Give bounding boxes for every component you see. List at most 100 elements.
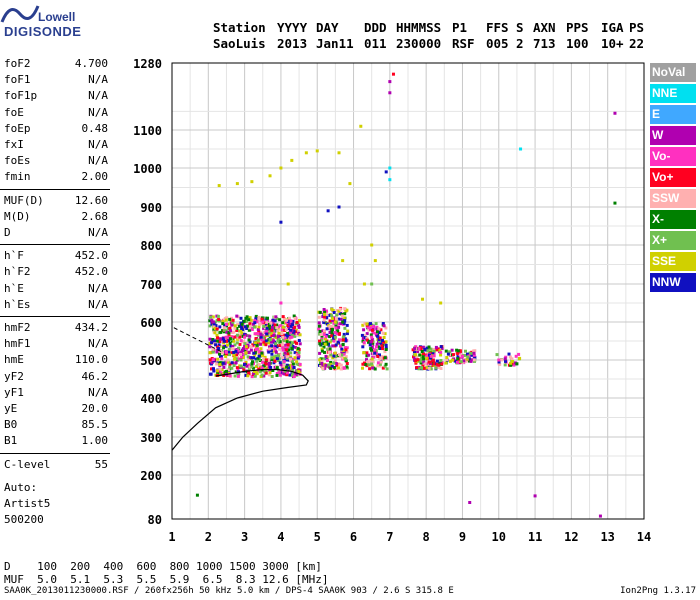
- echo-point: [209, 372, 213, 376]
- echo-point: [293, 325, 297, 329]
- echo-point: [255, 320, 259, 324]
- echo-point: [414, 359, 418, 363]
- echo-point: [276, 359, 280, 362]
- echo-point: [294, 330, 298, 334]
- echo-point: [266, 359, 270, 362]
- echo-point: [376, 361, 380, 365]
- echo-point: [287, 316, 291, 320]
- echo-point: [221, 322, 225, 326]
- x-tick-label: 13: [600, 530, 614, 544]
- echo-point: [235, 341, 239, 345]
- echo-point: [254, 347, 258, 351]
- echo-point: [374, 322, 378, 326]
- echo-point: [383, 356, 387, 360]
- param-value: N/A: [88, 226, 108, 239]
- echo-point: [422, 352, 425, 356]
- param-key: hmF1: [4, 337, 31, 351]
- echo-point: [268, 369, 272, 372]
- echo-point: [216, 314, 220, 318]
- header-value-3: 011: [364, 36, 387, 51]
- echo-point: [228, 353, 231, 357]
- echo-point: [376, 355, 380, 358]
- echo-point: [375, 342, 379, 346]
- echo-point: [276, 329, 280, 333]
- echo-point: [318, 342, 322, 346]
- software-version: Ion2Png 1.3.17: [620, 586, 696, 596]
- echo-point: [336, 329, 340, 333]
- electron-density-profile: [171, 368, 309, 451]
- echo-point: [290, 341, 294, 345]
- echo-point: [318, 330, 322, 333]
- data-point-sse: [315, 149, 319, 153]
- echo-point: [368, 343, 372, 347]
- echo-point: [287, 348, 291, 352]
- echo-point: [338, 307, 342, 311]
- echo-point: [253, 332, 257, 336]
- echo-point: [247, 357, 251, 361]
- echo-point: [293, 351, 297, 355]
- echo-point: [340, 353, 344, 357]
- data-point-sse: [286, 282, 290, 286]
- echo-point: [244, 320, 248, 323]
- echo-point: [360, 333, 364, 337]
- echo-point: [429, 367, 433, 371]
- echo-point: [384, 348, 388, 351]
- echo-point: [208, 345, 212, 349]
- echo-point: [253, 321, 257, 325]
- echo-point: [222, 328, 226, 332]
- echo-point: [256, 318, 260, 321]
- echo-point: [324, 354, 328, 358]
- param-value: N/A: [88, 337, 108, 351]
- echo-point: [245, 327, 249, 330]
- echo-point: [378, 339, 381, 343]
- data-point-w: [613, 111, 617, 115]
- echo-point: [330, 330, 334, 334]
- echo-point: [225, 339, 228, 343]
- echo-point: [215, 327, 219, 331]
- param-key: C-level: [4, 457, 51, 471]
- echo-point: [381, 331, 385, 335]
- echo-point: [294, 372, 298, 376]
- echo-point: [288, 373, 292, 377]
- echo-point: [262, 342, 266, 346]
- echo-point: [210, 318, 214, 322]
- echo-point: [334, 324, 338, 328]
- echo-point: [281, 335, 285, 339]
- echo-point: [337, 317, 341, 321]
- echo-point: [468, 359, 471, 363]
- echo-point: [227, 350, 231, 354]
- echo-point: [220, 357, 224, 361]
- echo-point: [322, 357, 325, 361]
- echo-point: [325, 327, 329, 331]
- echo-point: [239, 364, 243, 368]
- data-point-x: [333, 335, 337, 339]
- echo-point: [283, 337, 287, 341]
- data-point-nnw: [214, 343, 218, 347]
- echo-point: [278, 373, 282, 377]
- echo-point: [365, 336, 369, 340]
- echo-point: [275, 323, 279, 327]
- legend-item-nne: NNE: [650, 84, 696, 103]
- echo-point: [343, 312, 347, 316]
- echo-point: [235, 354, 239, 358]
- echo-point: [208, 319, 212, 323]
- data-point-vo: [235, 366, 239, 370]
- data-point-w: [533, 494, 537, 498]
- echo-point: [472, 353, 476, 357]
- echo-point: [260, 366, 264, 370]
- param-key: D: [4, 226, 11, 239]
- echo-point: [211, 347, 215, 351]
- echo-point: [510, 357, 514, 361]
- echo-point: [210, 367, 213, 371]
- param-row: hmF1 N/A: [4, 336, 108, 352]
- echo-point: [284, 358, 288, 362]
- echo-point: [239, 356, 243, 359]
- y-tick-label: 400: [140, 392, 162, 406]
- echo-point: [298, 362, 302, 366]
- echo-point: [213, 339, 216, 343]
- echo-point: [291, 362, 295, 366]
- echo-point: [234, 361, 238, 365]
- echo-point: [328, 324, 332, 328]
- echo-point: [248, 316, 252, 320]
- echo-point: [321, 367, 325, 370]
